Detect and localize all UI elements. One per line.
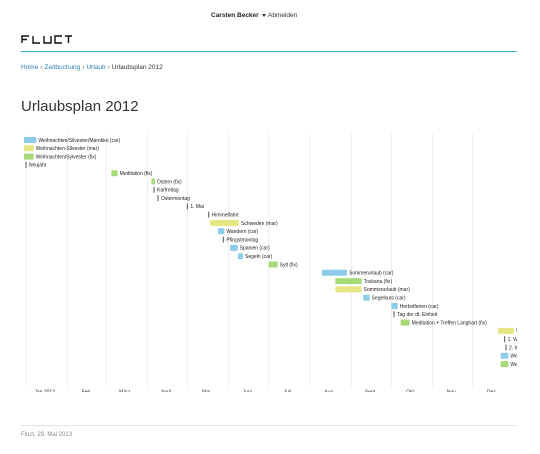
user-name: Carsten Becker <box>211 12 259 19</box>
vacation-bar <box>151 178 155 185</box>
logout-link[interactable]: Abmelden <box>268 12 298 19</box>
month-tick-label: Okt <box>406 389 414 392</box>
entry-label: Meditation + Treffen Langhart (fix) <box>412 320 487 326</box>
entry-label: Schweden (mar) <box>241 221 278 227</box>
vacation-bar <box>363 294 370 301</box>
vacation-bar <box>24 137 37 143</box>
month-tick-label: Jan 2012 <box>34 389 55 392</box>
chevron-down-icon <box>261 14 266 17</box>
entry-label: Toskana (fix) <box>364 279 393 285</box>
footer-divider <box>21 425 517 426</box>
header-divider <box>21 51 517 52</box>
entry-label: 2. Weihnachtsfeiertag <box>509 345 517 351</box>
logo[interactable] <box>21 31 73 49</box>
vacation-bar <box>322 269 347 276</box>
entry-label: Weihnachten/Sylvester (fix) <box>36 154 97 160</box>
gantt-svg: Jan 2012 Feb März April Mai Juni Juli Aug Sept Ok… <box>24 134 540 395</box>
breadcrumb-zeitbuchung[interactable]: Zeitbuchung <box>44 64 81 71</box>
entry-label: Karfreitag <box>157 188 179 194</box>
month-tick-label: Nov <box>447 389 456 392</box>
entry-label: Weihnachten/Silvester/Marokko (car) <box>38 138 120 144</box>
vacation-bar <box>391 303 398 309</box>
breadcrumb-separator: › <box>107 64 110 71</box>
vacation-bar <box>335 278 362 285</box>
month-tick-label: Feb <box>82 389 91 392</box>
entry-label: Weihnachten (fix) <box>510 362 517 368</box>
month-tick-label: Mai <box>202 389 210 392</box>
vacation-bar <box>24 153 34 160</box>
entry-label: Meditation (fix) <box>120 171 153 177</box>
entry-label: Herbstferien (car) <box>400 304 439 310</box>
entry-label: Weihnachten, Silvester (mar) <box>516 329 517 335</box>
entry-label: 1. Weihnachtsfeiertag <box>508 337 517 343</box>
entry-label: Wandern (car) <box>226 229 258 235</box>
vacation-bar <box>268 261 278 268</box>
vacation-bar <box>111 170 118 177</box>
breadcrumb-separator: › <box>82 64 85 71</box>
vacation-bar <box>230 244 238 251</box>
vacation-gantt-chart: Jan 2012 Feb März April Mai Juni Juli Aug Sept Ok… <box>21 130 540 397</box>
entry-label: 1. Mai <box>190 204 204 210</box>
fluct-logo-icon <box>21 35 72 44</box>
vacation-bar <box>400 319 410 326</box>
vacation-bar <box>238 253 243 260</box>
vacation-bar <box>210 220 239 226</box>
entry-label: Sommerurlaub (car) <box>349 271 394 277</box>
top-bar: Carsten Becker Abmelden <box>0 10 540 24</box>
breadcrumb-urlaub[interactable]: Urlaub <box>86 64 106 71</box>
vacation-bar <box>500 352 509 359</box>
vacation-bar <box>500 361 509 368</box>
breadcrumb-separator: › <box>40 64 43 71</box>
month-tick-label: Aug <box>324 389 333 392</box>
entry-label: Spanien (car) <box>240 246 270 252</box>
vacation-bar <box>498 327 514 334</box>
entry-label: Ostern (fix) <box>157 179 182 185</box>
entry-label: Tag der dt. Einheit <box>397 312 438 318</box>
entry-label: Weihnachten-Silvester (mar) <box>36 146 100 152</box>
page-title: Urlaubsplan 2012 <box>21 98 139 115</box>
entry-label: Sommerurlaub (mar) <box>364 287 410 293</box>
month-tick-label: Juni <box>243 389 252 392</box>
vacation-bar <box>335 286 362 293</box>
month-tick-label: Sept <box>365 389 376 392</box>
month-tick-label: Juli <box>284 389 292 392</box>
entry-label: Neujahr <box>29 163 47 169</box>
entry-label: Himmelfahrt <box>212 213 240 219</box>
entry-label: Segeln (car) <box>245 254 273 260</box>
month-tick-label: April <box>161 389 171 392</box>
breadcrumb-current: Urlaubsplan 2012 <box>111 64 163 71</box>
breadcrumb: Home › Zeitbuchung › Urlaub › Urlaubsplan 2012 <box>21 64 163 71</box>
entry-label: Pfingstmontag <box>226 237 258 243</box>
vacation-bar <box>218 228 225 235</box>
entry-label: Weihnachten (car) <box>510 354 517 360</box>
entry-label: Ostermontag <box>161 196 190 202</box>
entry-label: Segelkurs (car) <box>372 296 406 302</box>
user-menu[interactable]: Carsten Becker <box>211 12 266 19</box>
month-tick-label: März <box>119 389 131 392</box>
breadcrumb-home[interactable]: Home <box>21 64 39 71</box>
entry-label: Sylt (fix) <box>280 262 298 268</box>
month-tick-label: Dez <box>487 389 496 392</box>
vacation-bar <box>24 145 34 152</box>
footer-text: Fluct, 29. Mai 2013 <box>21 432 73 438</box>
